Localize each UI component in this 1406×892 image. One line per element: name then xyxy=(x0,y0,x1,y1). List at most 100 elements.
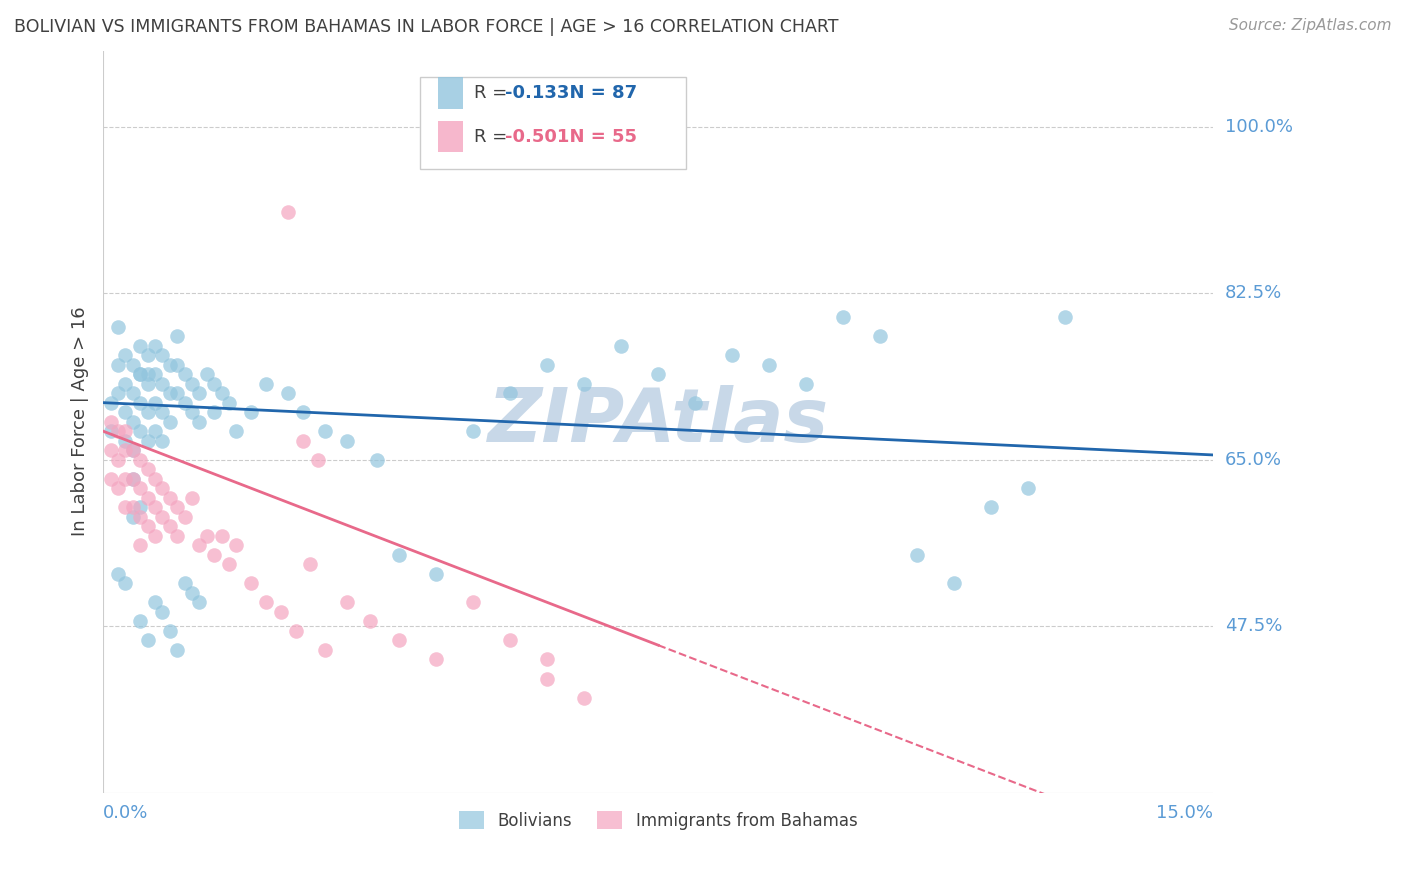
Point xyxy=(114,472,136,486)
Point xyxy=(314,424,336,438)
Text: N = 87: N = 87 xyxy=(557,84,637,102)
Point xyxy=(181,586,204,600)
Point xyxy=(173,509,195,524)
Point xyxy=(1017,481,1039,495)
Point xyxy=(129,509,152,524)
Bar xyxy=(439,121,463,153)
Point xyxy=(114,443,136,458)
Point xyxy=(721,348,744,362)
Text: R =: R = xyxy=(474,84,513,102)
Point xyxy=(114,376,136,391)
Point xyxy=(225,424,247,438)
Point xyxy=(150,376,173,391)
Point xyxy=(143,367,166,381)
Point xyxy=(277,205,299,219)
Point xyxy=(150,509,173,524)
Point xyxy=(166,529,188,543)
Point xyxy=(218,395,240,409)
Point xyxy=(359,615,381,629)
Point xyxy=(159,358,181,372)
Point xyxy=(211,386,233,401)
Point xyxy=(159,415,181,429)
Point xyxy=(425,652,447,666)
Point xyxy=(202,376,225,391)
Point xyxy=(366,452,388,467)
Point xyxy=(143,395,166,409)
Point xyxy=(388,633,411,648)
Point xyxy=(166,386,188,401)
Point xyxy=(107,319,129,334)
Point xyxy=(136,434,159,448)
Point xyxy=(943,576,966,591)
Point xyxy=(143,595,166,609)
Point xyxy=(136,462,159,476)
Text: -0.501: -0.501 xyxy=(505,128,569,145)
Point xyxy=(121,358,143,372)
Point xyxy=(314,643,336,657)
Point xyxy=(647,367,669,381)
Point xyxy=(980,500,1002,515)
Point xyxy=(143,500,166,515)
Point xyxy=(114,500,136,515)
Text: 47.5%: 47.5% xyxy=(1225,617,1282,635)
Point xyxy=(136,367,159,381)
Point xyxy=(143,529,166,543)
Point xyxy=(150,405,173,419)
Point xyxy=(1054,310,1077,324)
Point xyxy=(181,491,204,505)
Point xyxy=(107,452,129,467)
Point xyxy=(129,452,152,467)
Point xyxy=(536,672,558,686)
Legend: Bolivians, Immigrants from Bahamas: Bolivians, Immigrants from Bahamas xyxy=(453,805,863,837)
Point xyxy=(107,358,129,372)
Point xyxy=(202,405,225,419)
Point xyxy=(195,367,218,381)
Point xyxy=(254,595,277,609)
Point xyxy=(254,376,277,391)
Point xyxy=(284,624,307,638)
Point xyxy=(291,405,314,419)
Point xyxy=(166,500,188,515)
Text: R =: R = xyxy=(474,128,513,145)
Point xyxy=(610,338,633,352)
Point xyxy=(499,633,522,648)
Point xyxy=(796,376,818,391)
Point xyxy=(114,434,136,448)
Point xyxy=(336,595,359,609)
Point xyxy=(166,358,188,372)
Point xyxy=(211,529,233,543)
Point xyxy=(159,491,181,505)
Point xyxy=(136,376,159,391)
Point xyxy=(832,310,855,324)
Point xyxy=(188,538,211,552)
Point xyxy=(107,566,129,581)
Point xyxy=(150,434,173,448)
Point xyxy=(100,395,122,409)
Point xyxy=(136,491,159,505)
Point xyxy=(107,424,129,438)
Text: -0.133: -0.133 xyxy=(505,84,569,102)
Point xyxy=(150,605,173,619)
Point xyxy=(181,405,204,419)
Point xyxy=(536,358,558,372)
Point xyxy=(136,348,159,362)
Point xyxy=(129,500,152,515)
Point xyxy=(425,566,447,581)
Text: N = 55: N = 55 xyxy=(557,128,637,145)
Point xyxy=(388,548,411,562)
FancyBboxPatch shape xyxy=(419,77,686,169)
Text: 15.0%: 15.0% xyxy=(1157,804,1213,822)
Point xyxy=(143,338,166,352)
Point xyxy=(100,472,122,486)
Point xyxy=(121,415,143,429)
Point xyxy=(173,367,195,381)
Point xyxy=(100,443,122,458)
Point xyxy=(129,424,152,438)
Point xyxy=(225,538,247,552)
Point xyxy=(574,376,596,391)
Point xyxy=(181,376,204,391)
Point xyxy=(336,434,359,448)
Point xyxy=(166,329,188,343)
Point xyxy=(114,348,136,362)
Text: 0.0%: 0.0% xyxy=(103,804,149,822)
